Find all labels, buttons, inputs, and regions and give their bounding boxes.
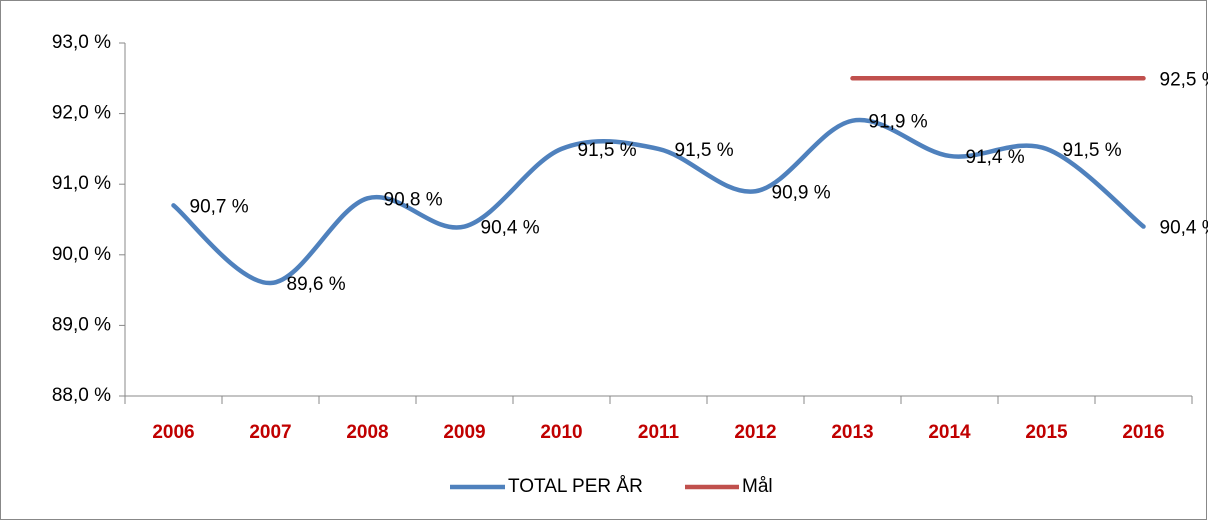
y-tick-label: 90,0 % bbox=[52, 244, 111, 265]
data-label: 90,7 % bbox=[190, 196, 249, 217]
y-tick-label: 93,0 % bbox=[52, 32, 111, 53]
x-tick-label: 2013 bbox=[831, 422, 873, 443]
x-tick-label: 2009 bbox=[443, 422, 485, 443]
y-tick-label: 91,0 % bbox=[52, 173, 111, 194]
data-label: 91,9 % bbox=[869, 112, 928, 133]
data-label: 90,4 % bbox=[1160, 218, 1208, 239]
x-tick-label: 2007 bbox=[249, 422, 291, 443]
x-tick-label: 2008 bbox=[346, 422, 388, 443]
data-label: 91,5 % bbox=[675, 140, 734, 161]
data-label: 91,5 % bbox=[1063, 140, 1122, 161]
y-tick-label: 92,0 % bbox=[52, 103, 111, 124]
x-tick-label: 2010 bbox=[540, 422, 582, 443]
data-label: 91,4 % bbox=[966, 147, 1025, 168]
y-tick-label: 89,0 % bbox=[52, 314, 111, 335]
data-label: 91,5 % bbox=[578, 140, 637, 161]
legend-label: TOTAL PER ÅR bbox=[508, 476, 643, 497]
data-label: 90,9 % bbox=[772, 182, 831, 203]
legend-label: Mål bbox=[742, 476, 773, 497]
data-label: 90,8 % bbox=[384, 189, 443, 210]
series-line bbox=[171, 117, 1146, 286]
x-tick-label: 2011 bbox=[638, 422, 680, 443]
x-tick-label: 2016 bbox=[1122, 422, 1164, 443]
x-tick-label: 2006 bbox=[152, 422, 194, 443]
x-tick-label: 2015 bbox=[1025, 422, 1068, 443]
data-label: 89,6 % bbox=[287, 274, 346, 295]
x-tick-label: 2012 bbox=[734, 422, 776, 443]
y-tick-label: 88,0 % bbox=[52, 385, 111, 406]
data-label: 90,4 % bbox=[481, 218, 540, 239]
data-label: 92,5 % bbox=[1160, 69, 1208, 90]
x-tick-label: 2014 bbox=[928, 422, 971, 443]
